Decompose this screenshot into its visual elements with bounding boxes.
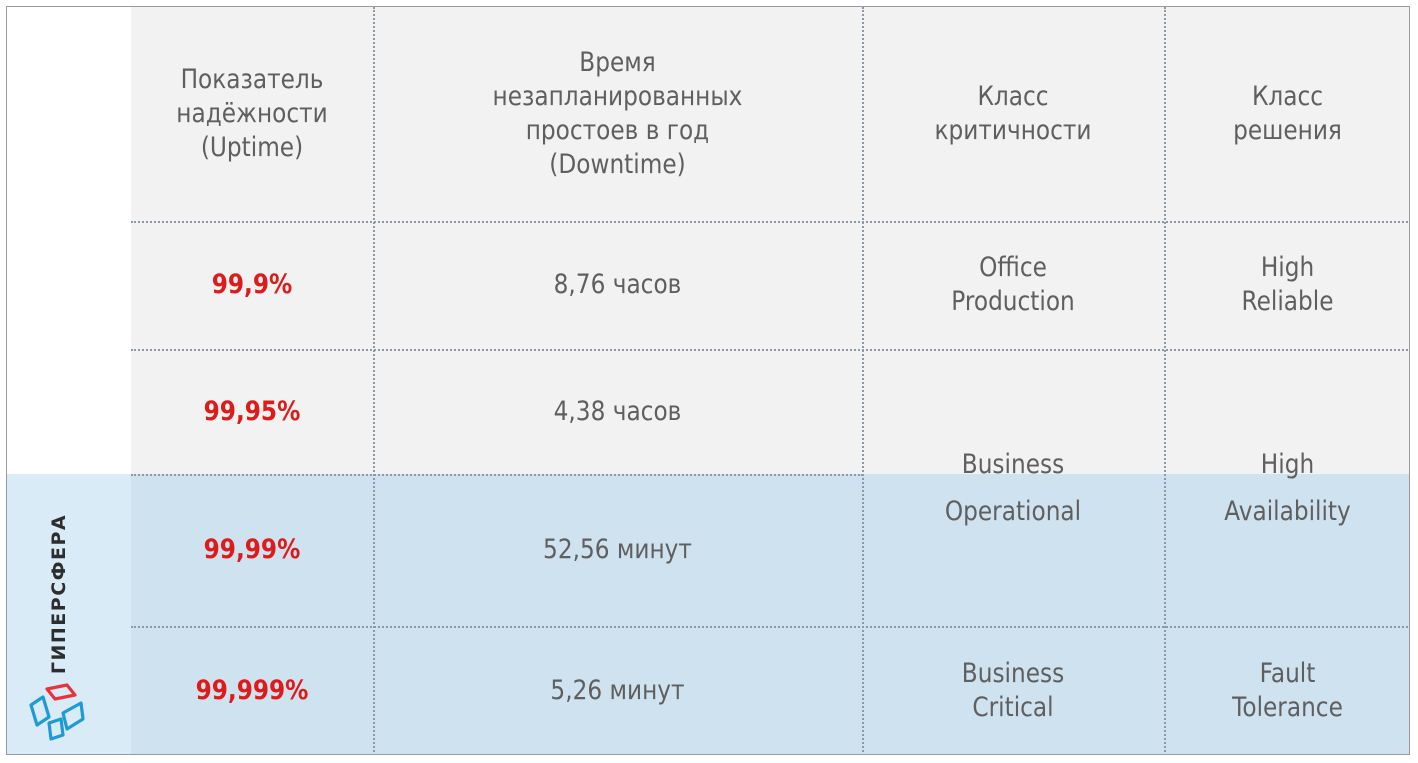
- header-downtime-line: простоев в год: [525, 115, 710, 146]
- header-uptime: Показатель надёжности (Uptime): [148, 7, 356, 221]
- solution-fault-tolerance: Fault Tolerance: [1181, 626, 1393, 754]
- row-divider: [131, 349, 1409, 351]
- downtime-value: 5,26 минут: [550, 675, 685, 706]
- solution-line: Availability: [1224, 495, 1351, 527]
- solution-high-availability: High Availability: [1181, 349, 1393, 626]
- solution-line: High: [1260, 448, 1315, 480]
- row-divider: [131, 221, 1409, 223]
- criticality-line: Critical: [972, 692, 1054, 723]
- criticality-line: Business: [961, 658, 1065, 689]
- column-divider: [373, 7, 375, 754]
- uptime-value: 99,99%: [203, 534, 301, 565]
- header-criticality-line: критичности: [934, 115, 1092, 146]
- criticality-office-production: Office Production: [883, 221, 1143, 349]
- solution-line: Fault: [1259, 658, 1316, 689]
- uptime-value: 99,9%: [211, 269, 293, 300]
- downtime-value: 52,56 минут: [543, 534, 692, 565]
- cube-logo-icon: [29, 683, 85, 741]
- highlighted-rows-band: [131, 474, 1409, 754]
- column-divider: [862, 7, 864, 754]
- header-uptime-line: (Uptime): [200, 132, 304, 163]
- header-downtime-line: Время: [579, 47, 656, 78]
- header-downtime-line: незапланированных: [492, 81, 743, 112]
- row-divider: [131, 626, 1409, 628]
- header-solution: Класс решения: [1181, 7, 1393, 221]
- criticality-business-critical: Business Critical: [883, 626, 1143, 754]
- solution-high-reliable: High Reliable: [1181, 221, 1393, 349]
- header-uptime-line: надёжности: [176, 98, 328, 129]
- solution-line: Reliable: [1241, 286, 1334, 317]
- header-solution-line: решения: [1233, 115, 1342, 146]
- header-solution-line: Класс: [1251, 81, 1324, 112]
- row-divider: [131, 474, 863, 476]
- reliability-table: Показатель надёжности (Uptime) Время нез…: [6, 6, 1410, 755]
- header-uptime-line: Показатель: [180, 64, 324, 95]
- header-criticality-line: Класс: [977, 81, 1049, 112]
- logo-wordmark: ГИПЕРСФЕРА: [48, 513, 70, 675]
- header-blank-cell: [7, 7, 131, 474]
- header-downtime-line: (Downtime): [549, 149, 686, 180]
- criticality-business-operational: Business Operational: [883, 349, 1143, 626]
- header-downtime: Время незапланированных простоев в год (…: [407, 7, 828, 221]
- criticality-line: Production: [951, 286, 1075, 317]
- downtime-value: 8,76 часов: [553, 269, 682, 300]
- downtime-value: 4,38 часов: [553, 396, 682, 427]
- criticality-line: Office: [979, 252, 1047, 283]
- logo-cell: [7, 474, 131, 754]
- header-criticality: Класс критичности: [883, 7, 1143, 221]
- column-divider: [1164, 7, 1166, 754]
- uptime-value: 99,999%: [195, 675, 309, 706]
- solution-line: High: [1260, 252, 1315, 283]
- criticality-line: Operational: [944, 495, 1082, 527]
- criticality-line: Business: [961, 448, 1065, 480]
- uptime-value: 99,95%: [203, 396, 301, 427]
- solution-line: Tolerance: [1232, 692, 1343, 723]
